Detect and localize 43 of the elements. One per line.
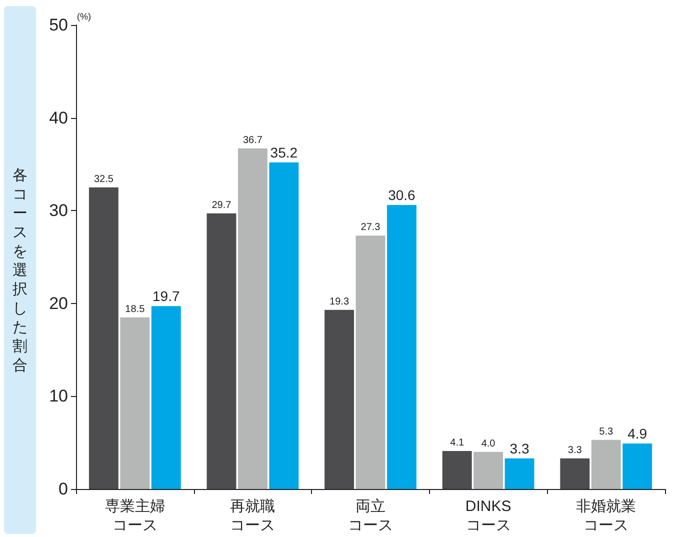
bar bbox=[206, 213, 236, 489]
data-label: 4.1 bbox=[450, 437, 464, 448]
data-label: 4.0 bbox=[481, 438, 496, 450]
data-label: 32.5 bbox=[94, 174, 114, 185]
data-label: 27.3 bbox=[360, 222, 381, 234]
y-tick-label: 10 bbox=[49, 386, 68, 406]
data-label: 3.3 bbox=[510, 440, 530, 456]
x-tick-label: 両立コース bbox=[348, 498, 393, 534]
bar bbox=[88, 187, 118, 489]
bar bbox=[356, 236, 386, 489]
text: 各コースを選択した割合 bbox=[12, 166, 28, 374]
y-tick-label: 30 bbox=[49, 201, 68, 220]
bar bbox=[474, 452, 504, 489]
y-tick-label: 40 bbox=[49, 108, 68, 128]
bar bbox=[151, 306, 181, 489]
data-label: 4.9 bbox=[628, 426, 648, 442]
x-tick-label: 専業主婦コース bbox=[104, 498, 165, 534]
text: (%) bbox=[77, 12, 91, 22]
data-label: 19.7 bbox=[152, 288, 180, 304]
y-tick-label: 50 bbox=[49, 16, 68, 34]
x-tick-label: 非婚就業コース bbox=[576, 498, 636, 534]
x-tick-label: DINKSコース bbox=[465, 498, 512, 534]
data-label: 29.7 bbox=[212, 200, 232, 211]
bar bbox=[269, 162, 299, 489]
data-label: 36.7 bbox=[242, 134, 263, 146]
bar bbox=[560, 458, 590, 489]
bar bbox=[504, 458, 534, 489]
data-label: 30.6 bbox=[388, 187, 416, 204]
bar bbox=[442, 450, 472, 489]
bar bbox=[386, 205, 416, 489]
bar bbox=[238, 148, 268, 489]
bar bbox=[622, 444, 652, 489]
bar bbox=[591, 440, 621, 489]
x-tick-label: 再就職コース bbox=[230, 498, 276, 534]
data-label: 3.3 bbox=[568, 444, 582, 456]
data-label: 19.3 bbox=[330, 296, 350, 308]
y-tick-label: 20 bbox=[49, 294, 68, 313]
data-label: 18.5 bbox=[125, 304, 146, 315]
data-label: 5.3 bbox=[599, 426, 614, 438]
data-label: 35.2 bbox=[270, 144, 298, 160]
bar bbox=[120, 317, 150, 489]
y-tick-label: 0 bbox=[58, 480, 68, 498]
bar bbox=[324, 310, 354, 489]
